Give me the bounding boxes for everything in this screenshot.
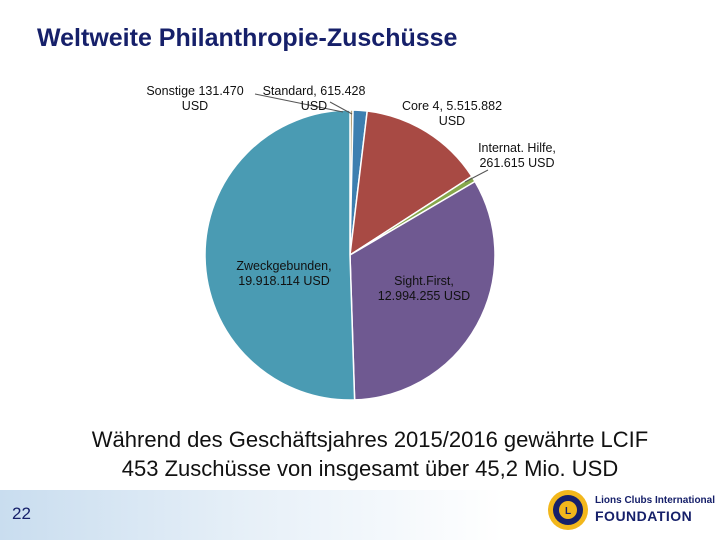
caption-line-2: 453 Zuschüsse von insgesamt über 45,2 Mi… — [121, 456, 619, 481]
pie-slice-core-4 — [349, 110, 473, 257]
svg-text:L: L — [565, 506, 571, 517]
footer-band — [0, 490, 720, 540]
pie-slice-sightfirst — [349, 180, 496, 401]
pie-slice-zweckgebunden — [204, 109, 356, 401]
page-number: 22 — [12, 504, 31, 523]
caption-line-1: Während des Geschäftsjahres 2015/2016 ge… — [91, 427, 649, 452]
slice-label-sightfirst: Sight.First, 12.994.255 USD — [378, 274, 470, 303]
slide-title: Weltweite Philanthropie-Zuschüsse — [37, 24, 458, 52]
leader-line-standard — [329, 101, 353, 115]
pie-chart: Sonstige 131.470 USD Standard, 615.428 USD C… — [146, 84, 556, 401]
logo-text-line-1: Lions Clubs International — [595, 495, 716, 506]
logo-text-line-2: FOUNDATION — [595, 508, 693, 524]
slice-label-internat-hilfe: Internat. Hilfe, 261.615 USD — [478, 141, 556, 170]
leader-line-internat-hilfe — [464, 169, 489, 183]
slice-label-core-4: Core 4, 5.515.882 USD — [402, 99, 502, 128]
slice-label-zweckgebunden: Zweckgebunden, 19.918.114 USD — [236, 259, 331, 288]
leader-line-sonstige — [254, 93, 344, 113]
slice-label-sonstige: Sonstige 131.470 USD — [146, 84, 243, 113]
lions-logo-icon: L — [548, 490, 588, 530]
slice-label-standard: Standard, 615.428 USD — [263, 84, 366, 113]
